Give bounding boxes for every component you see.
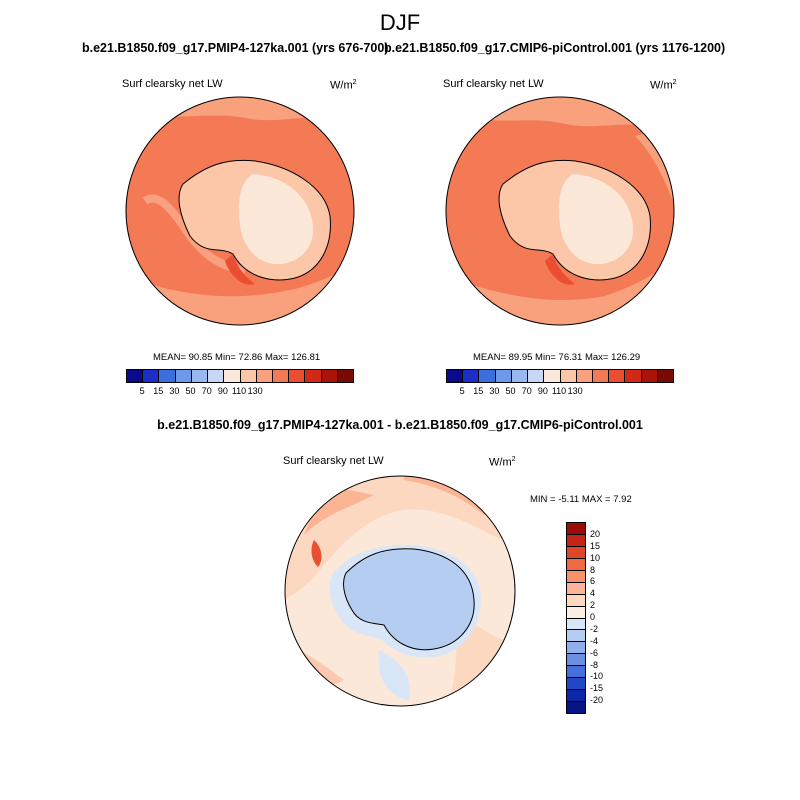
colorbar-swatch [191,370,209,382]
colorbar-tick-label: 0 [590,612,596,622]
colorbar-swatch [240,370,257,382]
colorbar-tick-label: 6 [590,576,596,587]
diff-units-label: W/m2 [489,456,516,469]
colorbar-swatch [657,370,674,382]
colorbar-swatch [143,370,160,382]
colorbar-swatch [321,370,338,382]
colorbar-tick-label: -20 [590,695,604,706]
colorbar-swatch [544,370,561,382]
colorbar-tick-label: 130 [247,386,263,396]
right-units-label: W/m2 [650,79,677,92]
colorbar-tick-label: 15 [590,540,601,551]
colorbar-tick-label: 15 [153,386,164,396]
colorbar-swatch [511,370,529,382]
colorbar-tick-label: 4 [590,588,596,599]
colorbar-swatch [567,582,585,595]
colorbar-tick-label: -4 [590,635,599,646]
colorbar-swatch [159,370,176,382]
colorbar-swatch [567,690,585,703]
diff-variable-label: Surf clearsky net LW [283,455,384,467]
left-stats: MEAN= 90.85 Min= 72.86 Max= 126.81 [153,352,321,363]
colorbar-swatch [567,570,585,583]
colorbar-swatch [567,523,585,535]
colorbar-swatch [567,642,585,655]
colorbar-swatch [641,370,658,382]
colorbar-tick-label: 90 [217,386,228,396]
colorbar-tick-label: -10 [590,671,604,682]
colorbar-tick-label: 30 [489,386,500,396]
diff-polar-map [284,475,516,707]
left-variable-label: Surf clearsky net LW [122,78,223,90]
colorbar-swatch [224,370,241,382]
colorbar-swatch [479,370,496,382]
left-case-title: b.e21.B1850.f09_g17.PMIP4-127ka.001 (yrs… [82,41,389,55]
colorbar-swatch [127,370,144,382]
colorbar-swatch [560,370,577,382]
colorbar-tick-label: 30 [169,386,180,396]
colorbar-swatch [567,606,585,619]
right-colorbar [446,369,674,383]
colorbar-swatch [495,370,512,382]
colorbar-swatch [447,370,464,382]
colorbar-swatch [567,534,585,547]
colorbar-swatch [175,370,192,382]
colorbar-tick-label: 110 [551,386,567,396]
colorbar-tick-label: 5 [459,386,465,396]
diff-colorbar [566,522,586,714]
colorbar-swatch [463,370,480,382]
colorbar-swatch [567,654,585,667]
left-polar-map [125,96,355,326]
colorbar-swatch [567,702,585,713]
diff-case-title: b.e21.B1850.f09_g17.PMIP4-127ka.001 - b.… [157,418,643,432]
colorbar-tick-label: 70 [201,386,212,396]
colorbar-swatch [567,594,585,607]
colorbar-tick-label: 130 [567,386,583,396]
colorbar-swatch [625,370,642,382]
colorbar-swatch [272,370,290,382]
colorbar-tick-label: -8 [590,659,599,670]
colorbar-tick-label: 2 [590,600,596,611]
colorbar-swatch [567,630,585,643]
colorbar-swatch [576,370,593,382]
colorbar-swatch [567,618,585,631]
colorbar-tick-label: 8 [590,564,596,575]
colorbar-tick-label: 5 [139,386,145,396]
left-units-label: W/m2 [330,79,357,92]
colorbar-swatch [337,370,354,382]
colorbar-swatch [567,678,585,691]
left-colorbar [126,369,354,383]
right-polar-map [445,96,675,326]
right-variable-label: Surf clearsky net LW [443,78,544,90]
colorbar-tick-label: 90 [537,386,548,396]
diff-stats: MIN = -5.11 MAX = 7.92 [530,494,632,505]
colorbar-swatch [528,370,545,382]
colorbar-tick-label: 70 [521,386,532,396]
colorbar-tick-label: 50 [505,386,516,396]
colorbar-tick-label: 50 [185,386,196,396]
right-case-title: b.e21.B1850.f09_g17.CMIP6-piControl.001 … [384,41,726,55]
colorbar-swatch [289,370,306,382]
colorbar-swatch [567,546,585,559]
colorbar-swatch [592,370,610,382]
colorbar-tick-label: 20 [590,528,601,539]
right-stats: MEAN= 89.95 Min= 76.31 Max= 126.29 [473,352,641,363]
colorbar-tick-label: 110 [231,386,247,396]
figure-title: DJF [379,10,421,35]
colorbar-tick-label: -6 [590,647,599,658]
colorbar-tick-label: -2 [590,623,599,634]
colorbar-tick-label: -15 [590,683,604,694]
colorbar-swatch [305,370,322,382]
colorbar-swatch [256,370,273,382]
colorbar-tick-label: 15 [473,386,484,396]
colorbar-swatch [609,370,626,382]
colorbar-swatch [567,558,585,571]
colorbar-tick-label: 10 [590,552,601,563]
colorbar-swatch [567,666,585,679]
colorbar-swatch [208,370,225,382]
